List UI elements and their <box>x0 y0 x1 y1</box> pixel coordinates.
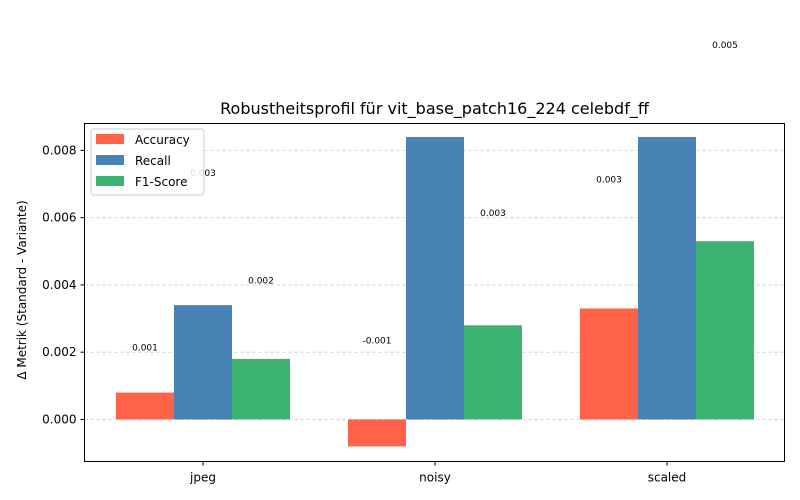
x-tick-label: jpeg <box>189 471 216 485</box>
y-tick-label: 0.000 <box>42 412 76 426</box>
x-tick-label: scaled <box>648 471 687 485</box>
y-axis: 0.000 0.002 0.004 0.006 0.008 <box>42 143 85 426</box>
legend-swatch <box>96 134 124 144</box>
value-label: 0.001 <box>132 344 158 354</box>
legend-label: Accuracy <box>135 133 190 147</box>
legend-label: Recall <box>135 154 171 168</box>
bar-f1-score-jpeg <box>232 358 290 420</box>
legend: Accuracy Recall F1-Score <box>90 128 205 196</box>
legend-label: F1-Score <box>135 175 187 189</box>
bar-recall-noisy <box>406 136 464 420</box>
value-label: 0.003 <box>596 175 622 185</box>
bar-f1-score-noisy <box>464 325 522 420</box>
legend-swatch <box>96 176 124 186</box>
value-label: 0.003 <box>480 209 506 219</box>
bar-recall-jpeg <box>174 305 232 420</box>
bar-recall-scaled <box>638 136 696 420</box>
value-label: 0.002 <box>248 276 274 286</box>
value-label: -0.001 <box>362 336 391 346</box>
y-axis-label: Δ Metrik (Standard - Variante) <box>15 200 29 379</box>
y-tick-label: 0.002 <box>42 345 76 359</box>
x-tick-label: noisy <box>419 471 451 485</box>
bars <box>116 136 754 447</box>
value-label: 0.005 <box>712 41 738 51</box>
y-tick-label: 0.006 <box>42 211 76 225</box>
y-tick-label: 0.008 <box>42 143 76 157</box>
y-tick-label: 0.004 <box>42 278 76 292</box>
legend-swatch <box>96 155 124 165</box>
chart-title: Robustheitsprofil für vit_base_patch16_2… <box>220 99 650 119</box>
bar-f1-score-scaled <box>696 241 754 420</box>
x-axis: jpeg noisy scaled <box>189 461 687 485</box>
bar-accuracy-jpeg <box>116 392 174 420</box>
bar-accuracy-scaled <box>580 308 638 420</box>
bar-accuracy-noisy <box>348 419 406 447</box>
